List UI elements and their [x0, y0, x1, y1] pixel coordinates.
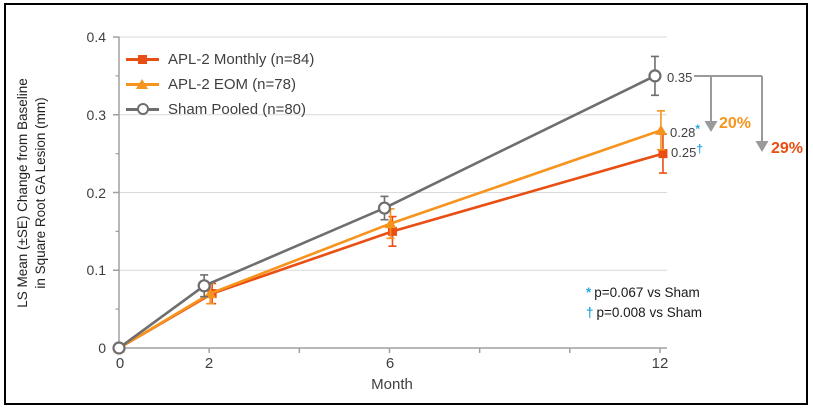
x-axis-title: Month [371, 376, 413, 393]
legend-marker-triangle-icon [126, 78, 159, 90]
y-axis-title-line1: LS Mean (±SE) Change from Baseline [15, 78, 30, 308]
legend-label: APL-2 EOM (n=78) [168, 75, 296, 93]
legend-label: Sham Pooled (n=80) [168, 100, 307, 118]
y-tick-label-0: 0 [98, 340, 106, 356]
y-axis-title: LS Mean (±SE) Change from Baseline in Sq… [14, 3, 52, 383]
legend-item-sham-pooled: Sham Pooled (n=80) [126, 97, 314, 121]
legend-item-apl2-eom: APL-2 EOM (n=78) [126, 72, 314, 96]
footnote-asterisk: * p=0.067 vs Sham [586, 285, 700, 300]
endpoint-label-monthly: 0.25† [671, 141, 703, 160]
asterisk-symbol: * [695, 121, 700, 136]
reduction-label-29pct: 29% [771, 140, 804, 157]
y-tick-label-0.1: 0.1 [86, 262, 106, 278]
reduction-label-20pct: 20% [719, 115, 752, 132]
endpoint-label-eom: 0.28* [670, 121, 700, 140]
dagger-symbol: † [586, 305, 594, 320]
endpoint-label-sham: 0.35 [667, 70, 693, 85]
x-tick-label-12: 12 [651, 355, 669, 372]
x-tick-label-0: 0 [115, 355, 125, 372]
dagger-symbol: † [696, 141, 703, 156]
legend-item-apl2-monthly: APL-2 Monthly (n=84) [126, 47, 314, 71]
legend-marker-square-icon [126, 53, 159, 65]
y-axis-title-line2: in Square Root GA Lesion (mm) [33, 97, 48, 289]
figure-border [4, 3, 808, 405]
legend-label: APL-2 Monthly (n=84) [168, 50, 315, 68]
y-tick-label-0.2: 0.2 [86, 185, 106, 201]
y-tick-label-0.4: 0.4 [86, 29, 106, 45]
x-tick-label-6: 6 [385, 355, 395, 372]
asterisk-symbol: * [586, 285, 592, 300]
footnote-dagger: † p=0.008 vs Sham [586, 305, 702, 320]
y-tick-label-0.3: 0.3 [86, 107, 106, 123]
x-tick-label-2: 2 [204, 355, 214, 372]
legend-marker-circle-icon [126, 103, 159, 115]
legend: APL-2 Monthly (n=84) APL-2 EOM (n=78) Sh… [126, 47, 314, 122]
